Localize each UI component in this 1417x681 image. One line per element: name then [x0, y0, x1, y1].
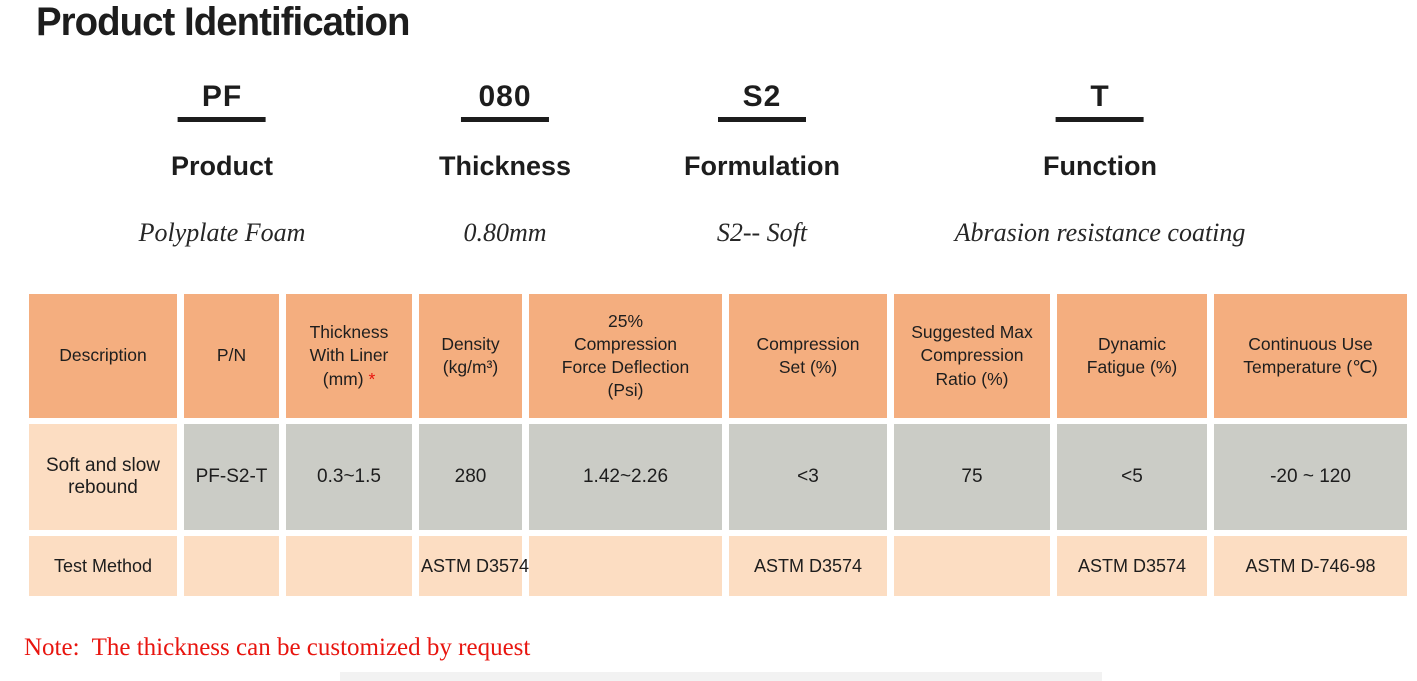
header-line: Set (%) — [778, 357, 838, 377]
code-value: T — [1090, 80, 1110, 113]
header-line: With Liner — [309, 345, 389, 366]
code-label: Formulation — [684, 151, 840, 181]
header-line: Dynamic — [1097, 333, 1167, 354]
code-description: S2-- Soft — [716, 218, 808, 247]
code-label: Function — [1043, 151, 1157, 181]
cell-spec-row-continuous-use-temperature: -20 ~ 120 — [1214, 424, 1407, 530]
cell-spec-row-thickness-with-liner: 0.3~1.5 — [286, 424, 412, 530]
col-header-dynamic-fatigue: Dynamic Fatigue (%) — [1057, 294, 1207, 418]
header-line: Fatigue (%) — [1086, 357, 1178, 377]
col-header-continuous-use-temperature: Continuous Use Temperature (℃) — [1214, 294, 1407, 418]
col-header-description: Description — [29, 294, 177, 418]
code-label: Thickness — [438, 151, 572, 181]
header-line: Force Deflection — [561, 357, 690, 377]
spec-table-body: Soft and slow rebound PF-S2-T 0.3~1.5 280 1.… — [29, 424, 1407, 596]
code-value: PF — [201, 80, 243, 113]
cell-spec-row-dynamic-fatigue: <5 — [1057, 424, 1207, 530]
header-line: Continuous Use — [1248, 333, 1373, 354]
header-line: Temperature (℃) — [1243, 357, 1378, 377]
cell-spec-row-compression-force-deflection-25: 1.42~2.26 — [529, 424, 722, 530]
header-line: Ratio (%) — [935, 368, 1009, 389]
col-header-pn: P/N — [184, 294, 279, 418]
cell-spec-row-description: Soft and slow rebound — [29, 424, 177, 530]
cell-test-method-row-compression-set: ASTM D3574 — [729, 536, 887, 596]
cell-spec-row-compression-set: <3 — [729, 424, 887, 530]
cell-test-method-row-thickness-with-liner — [286, 536, 412, 596]
code-value: 080 — [478, 80, 532, 113]
code-col-product: PF Product Polyplate Foam — [139, 80, 306, 249]
col-header-compression-set: Compression Set (%) — [729, 294, 887, 418]
col-header-thickness-with-liner: Thickness With Liner (mm) * — [286, 294, 412, 418]
code-underline — [718, 117, 806, 122]
col-header-density: Density (kg/m³) — [419, 294, 522, 418]
cell-test-method-row-description: Test Method — [29, 536, 177, 596]
col-header-compression-force-deflection-25: 25% Compression Force Deflection (Psi) — [529, 294, 722, 418]
cell-spec-row-suggested-max-compression-ratio: 75 — [894, 424, 1050, 530]
cell-test-method-row-density: ASTM D3574 — [419, 536, 529, 596]
spec-table: Description P/N Thickness With Liner (mm) * D… — [22, 288, 1414, 602]
code-underline — [1055, 117, 1144, 122]
cell-test-method-row-continuous-use-temperature: ASTM D-746-98 — [1214, 536, 1407, 596]
header-line: 25% — [607, 310, 644, 331]
cell-test-method-row-dynamic-fatigue: ASTM D3574 — [1057, 536, 1207, 596]
code-description: Polyplate Foam — [138, 218, 306, 247]
code-value: S2 — [742, 80, 782, 113]
spec-row: Soft and slow rebound PF-S2-T 0.3~1.5 280 1.… — [29, 424, 1407, 530]
header-line: Density — [441, 333, 500, 354]
cell-test-method-row-compression-force-deflection-25 — [529, 536, 722, 596]
cell-test-method-row-pn — [184, 536, 279, 596]
header-line: P/N — [216, 345, 247, 366]
code-col-formulation: S2 Formulation S2-- Soft — [684, 80, 840, 249]
test-method-row: Test Method ASTM D3574 ASTM D3574 ASTM D357… — [29, 536, 1407, 596]
code-underline — [177, 117, 266, 122]
code-label: Product — [170, 151, 274, 181]
page-title: Product Identification — [36, 0, 411, 44]
header-line: Suggested Max — [911, 322, 1033, 343]
thickness-note: Note: The thickness can be customized by… — [24, 634, 531, 661]
code-description: Abrasion resistance coating — [954, 218, 1246, 247]
code-col-thickness: 080 Thickness 0.80mm — [439, 80, 571, 249]
code-col-function: T Function Abrasion resistance coating — [955, 80, 1246, 249]
header-line: Thickness — [309, 322, 389, 343]
required-asterisk: * — [368, 368, 376, 389]
header-line: Compression — [920, 345, 1024, 366]
cell-test-method-row-suggested-max-compression-ratio — [894, 536, 1050, 596]
cell-spec-row-pn: PF-S2-T — [184, 424, 279, 530]
col-header-suggested-max-compression-ratio: Suggested Max Compression Ratio (%) — [894, 294, 1050, 418]
spec-table-header-row: Description P/N Thickness With Liner (mm) * D… — [29, 294, 1407, 418]
code-description: 0.80mm — [463, 218, 547, 247]
header-line: Description — [59, 345, 147, 366]
header-line: Compression — [756, 333, 860, 354]
header-line: (kg/m³) — [442, 357, 499, 377]
header-line: (mm) * — [322, 368, 376, 389]
cell-spec-row-density: 280 — [419, 424, 522, 530]
header-line: (Psi) — [607, 380, 644, 401]
header-line: Compression — [573, 333, 678, 354]
code-underline — [461, 117, 549, 122]
bottom-partial-bar — [340, 672, 1102, 681]
